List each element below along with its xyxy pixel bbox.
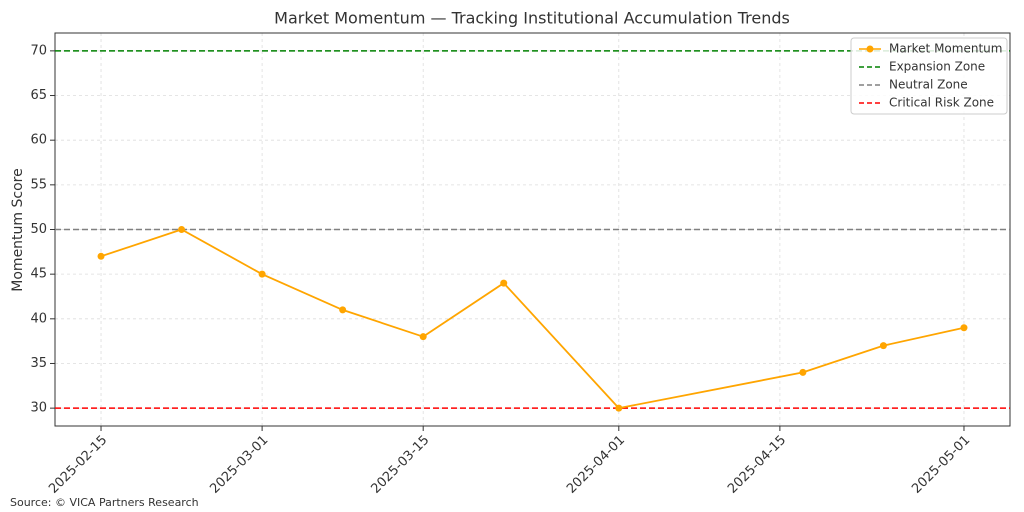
y-tick-label: 55	[30, 177, 47, 192]
legend-box	[850, 37, 1008, 115]
data-point	[799, 368, 807, 376]
y-axis-label: Momentum Score	[10, 168, 26, 291]
legend-label: Critical Risk Zone	[889, 96, 994, 110]
data-point	[178, 226, 186, 233]
legend-label: Neutral Zone	[889, 78, 968, 92]
legend: Market Momentum Expansion Zone Neutral Zon…	[850, 37, 1008, 115]
data-point	[500, 279, 508, 287]
legend-label: Expansion Zone	[889, 60, 985, 74]
chart-title: Market Momentum — Tracking Institutional…	[274, 9, 790, 28]
source-note: Source: © VICA Partners Research	[10, 496, 199, 509]
y-tick-label: 40	[30, 311, 47, 326]
y-tick-label: 60	[30, 133, 47, 148]
data-point	[419, 333, 427, 341]
legend-label: Market Momentum	[889, 42, 1002, 56]
data-point	[879, 342, 887, 350]
y-tick-label: 45	[30, 267, 47, 282]
data-point	[615, 404, 623, 412]
y-tick-label: 30	[30, 401, 47, 416]
data-point	[339, 306, 347, 314]
y-tick-label: 65	[30, 88, 47, 103]
y-tick-label: 70	[30, 43, 47, 58]
legend-marker	[866, 45, 874, 53]
data-point	[97, 252, 105, 260]
series-line	[100, 228, 965, 410]
data-point	[960, 324, 968, 332]
data-point	[258, 270, 266, 278]
y-tick-label: 35	[30, 356, 47, 371]
y-tick-label: 50	[30, 222, 47, 237]
